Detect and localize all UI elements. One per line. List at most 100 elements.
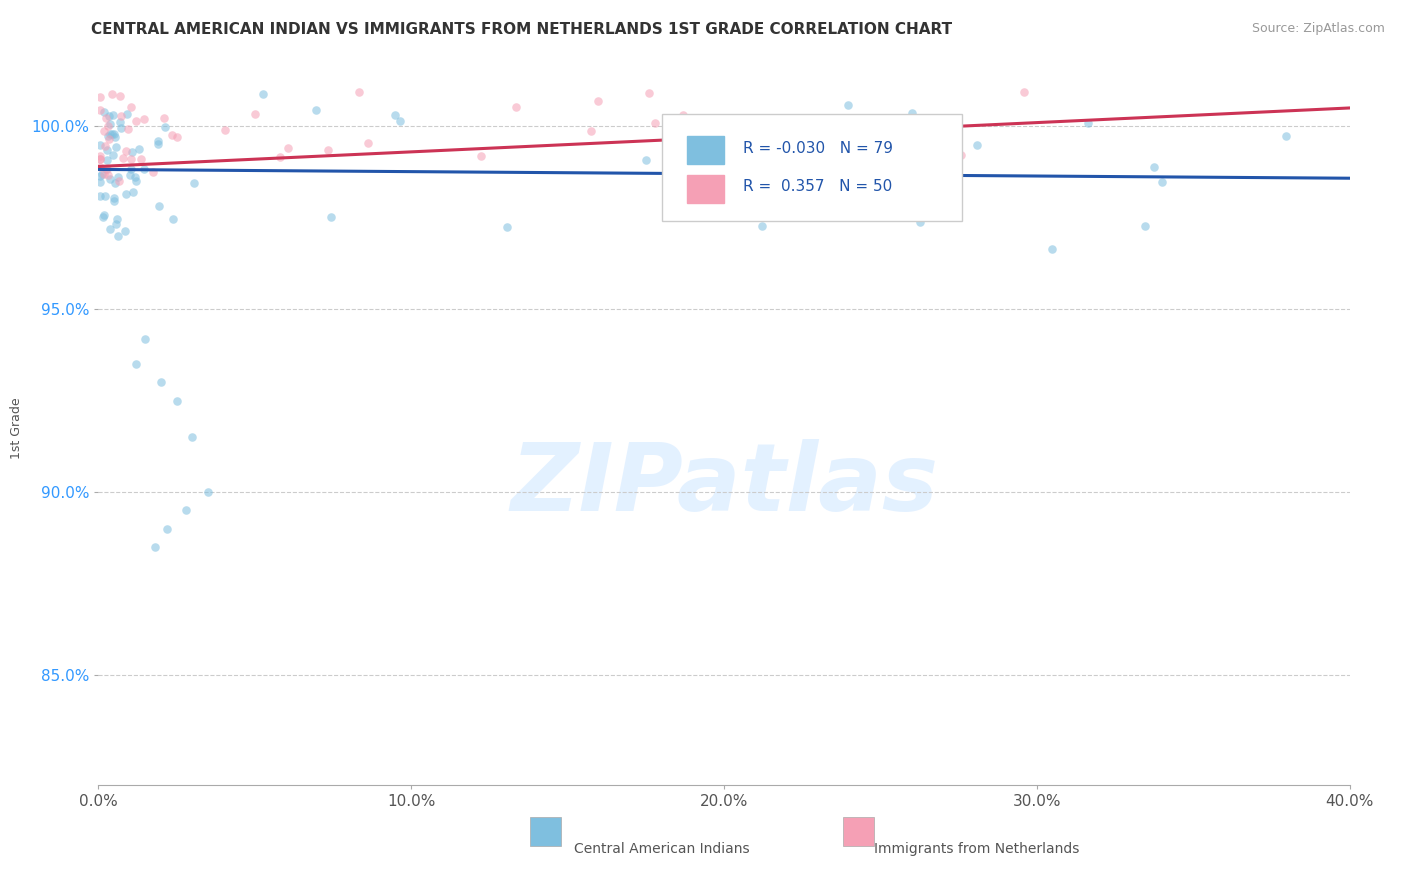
Point xyxy=(97,168,120,182)
Point xyxy=(97,119,120,133)
Point xyxy=(89,153,111,167)
Point xyxy=(103,108,125,122)
Point xyxy=(110,109,132,123)
Text: R =  0.357   N = 50: R = 0.357 N = 50 xyxy=(742,179,893,194)
Point xyxy=(114,224,136,238)
Point xyxy=(886,146,908,161)
Point xyxy=(104,140,127,154)
Point xyxy=(900,106,922,120)
FancyBboxPatch shape xyxy=(661,114,962,221)
Point xyxy=(252,87,274,101)
Point xyxy=(711,119,734,133)
Text: Immigrants from Netherlands: Immigrants from Netherlands xyxy=(875,842,1080,856)
Point xyxy=(496,219,519,234)
Point xyxy=(97,129,120,144)
Point xyxy=(134,331,156,345)
Y-axis label: 1st Grade: 1st Grade xyxy=(10,397,22,459)
Point xyxy=(910,215,932,229)
Point xyxy=(121,145,143,159)
Point xyxy=(146,137,169,152)
Point xyxy=(103,194,125,208)
Point xyxy=(89,161,111,175)
Point xyxy=(100,222,122,236)
Point xyxy=(949,148,972,162)
Point xyxy=(89,103,111,118)
Point xyxy=(197,485,219,500)
Point xyxy=(148,134,170,148)
Point xyxy=(96,111,118,125)
Point xyxy=(586,94,609,108)
Point xyxy=(89,90,111,104)
Point xyxy=(89,175,111,189)
Point xyxy=(125,114,148,128)
Point xyxy=(103,190,125,204)
Point xyxy=(269,150,291,164)
Point xyxy=(125,174,148,188)
Point xyxy=(98,117,121,131)
Point xyxy=(1150,175,1173,189)
Point xyxy=(110,121,132,136)
Point xyxy=(704,202,727,216)
Point xyxy=(94,139,117,153)
Point xyxy=(357,136,380,150)
Point xyxy=(105,211,128,226)
Point xyxy=(181,430,204,444)
Point xyxy=(1133,219,1156,234)
Point xyxy=(117,122,139,136)
Point xyxy=(152,112,174,126)
Point xyxy=(100,87,122,101)
Text: ZIPatlas: ZIPatlas xyxy=(510,439,938,532)
Point xyxy=(108,89,131,103)
Point xyxy=(107,228,129,243)
Point xyxy=(644,116,666,130)
Point xyxy=(115,145,138,159)
Point xyxy=(166,393,188,408)
Text: Source: ZipAtlas.com: Source: ZipAtlas.com xyxy=(1251,22,1385,36)
Point xyxy=(89,149,111,163)
FancyBboxPatch shape xyxy=(530,817,561,846)
Point xyxy=(96,161,118,176)
Point xyxy=(98,127,121,141)
FancyBboxPatch shape xyxy=(686,136,724,164)
Point xyxy=(93,124,115,138)
Point xyxy=(1012,85,1035,99)
Point xyxy=(93,208,115,222)
Point xyxy=(1040,242,1063,256)
Point xyxy=(89,152,111,166)
Point xyxy=(966,137,988,152)
Point xyxy=(150,376,173,390)
Point xyxy=(214,122,236,136)
Point xyxy=(96,161,118,176)
Point xyxy=(914,142,936,156)
Point xyxy=(101,148,124,162)
Point xyxy=(183,176,205,190)
Point xyxy=(773,131,796,145)
Point xyxy=(132,112,155,126)
Point xyxy=(107,169,129,184)
Point xyxy=(100,127,122,141)
Point xyxy=(112,151,135,165)
Point xyxy=(104,129,127,144)
Point xyxy=(128,142,150,156)
Point xyxy=(120,152,142,166)
Point xyxy=(94,189,117,203)
Point xyxy=(162,212,184,227)
Point xyxy=(120,168,142,182)
Point xyxy=(129,152,152,166)
Point xyxy=(304,103,326,117)
Point xyxy=(470,149,492,163)
Point xyxy=(103,127,125,141)
Point xyxy=(125,357,148,371)
Point xyxy=(156,522,179,536)
Point xyxy=(97,132,120,146)
Point xyxy=(505,100,527,114)
Point xyxy=(115,187,138,202)
Point xyxy=(166,130,188,145)
Point xyxy=(319,211,342,225)
Point xyxy=(143,540,166,554)
Text: CENTRAL AMERICAN INDIAN VS IMMIGRANTS FROM NETHERLANDS 1ST GRADE CORRELATION CHA: CENTRAL AMERICAN INDIAN VS IMMIGRANTS FR… xyxy=(91,22,952,37)
Point xyxy=(120,100,142,114)
Point xyxy=(93,210,115,224)
Point xyxy=(155,120,177,135)
FancyBboxPatch shape xyxy=(686,175,724,203)
